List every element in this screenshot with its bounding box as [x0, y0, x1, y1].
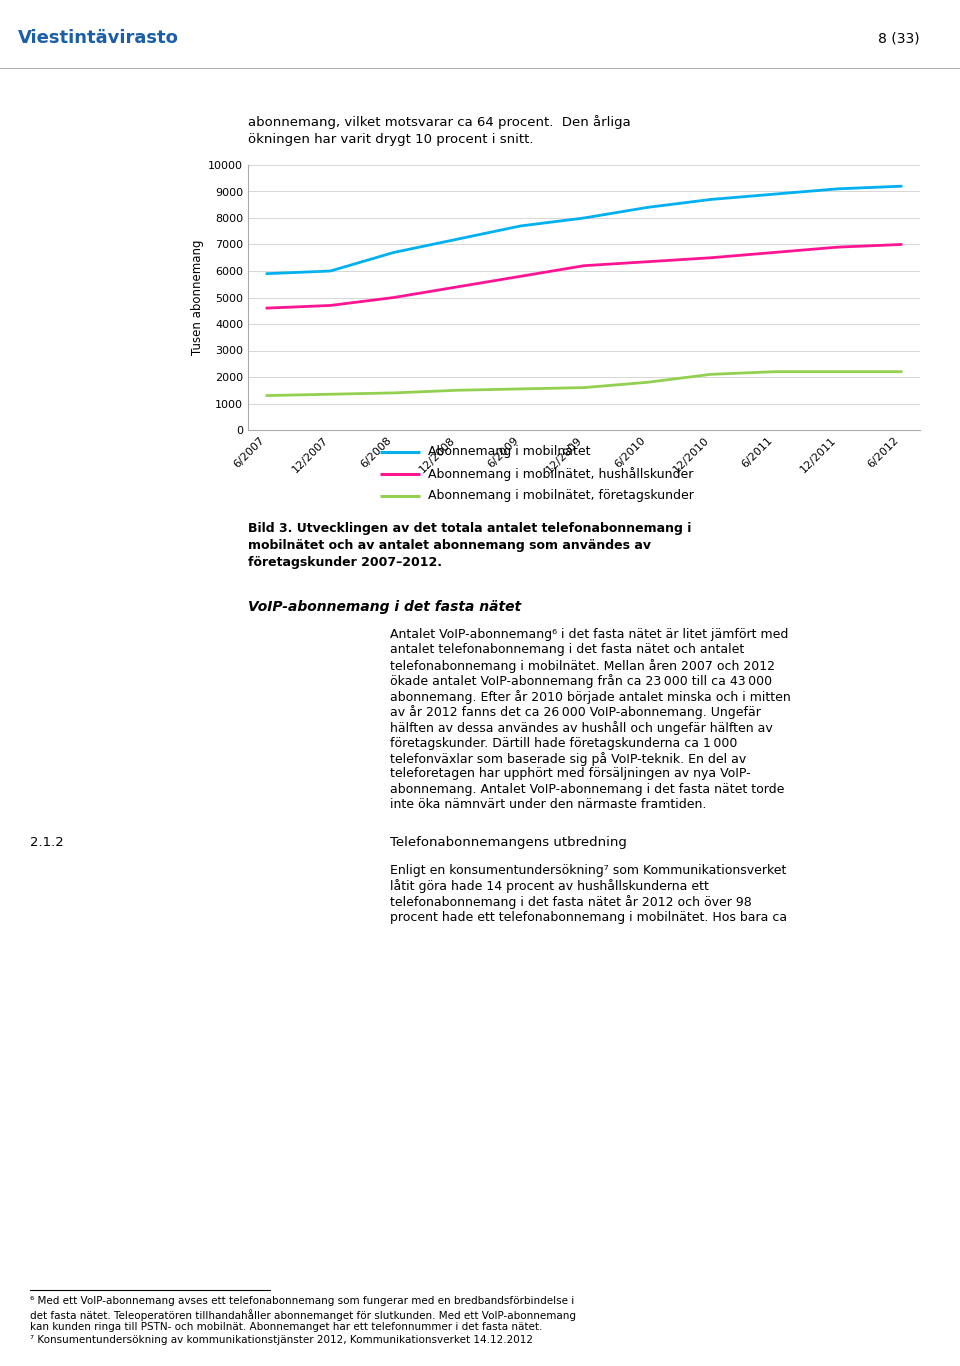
Text: företagskunder 2007–2012.: företagskunder 2007–2012.: [248, 556, 442, 570]
Text: telefonabonnemang i mobilnätet. Mellan åren 2007 och 2012: telefonabonnemang i mobilnätet. Mellan å…: [390, 658, 775, 673]
Text: Abonnemang i mobilnätet: Abonnemang i mobilnätet: [428, 445, 590, 459]
Text: kan kunden ringa till PSTN- och mobilnät. Abonnemanget har ett telefonnummer i d: kan kunden ringa till PSTN- och mobilnät…: [30, 1322, 542, 1332]
Text: Bild 3. Utvecklingen av det totala antalet telefonabonnemang i: Bild 3. Utvecklingen av det totala antal…: [248, 522, 691, 535]
Text: telefonväxlar som baserade sig på VoIP-teknik. En del av: telefonväxlar som baserade sig på VoIP-t…: [390, 753, 746, 766]
Text: det fasta nätet. Teleoperatören tillhandahåller abonnemanget för slutkunden. Med: det fasta nätet. Teleoperatören tillhand…: [30, 1309, 576, 1321]
Text: mobilnätet och av antalet abonnemang som användes av: mobilnätet och av antalet abonnemang som…: [248, 540, 651, 552]
Text: antalet telefonabonnemang i det fasta nätet och antalet: antalet telefonabonnemang i det fasta nä…: [390, 643, 744, 657]
Text: teleforetagen har upphört med försäljningen av nya VoIP-: teleforetagen har upphört med försäljnin…: [390, 768, 751, 780]
Text: ⁷ Konsumentundersökning av kommunikationstjänster 2012, Kommunikationsverket 14.: ⁷ Konsumentundersökning av kommunikation…: [30, 1335, 533, 1346]
Text: 8 (33): 8 (33): [878, 31, 920, 45]
Text: ökade antalet VoIP-abonnemang från ca 23 000 till ca 43 000: ökade antalet VoIP-abonnemang från ca 23…: [390, 675, 772, 688]
Text: Antalet VoIP-abonnemang⁶ i det fasta nätet är litet jämfört med: Antalet VoIP-abonnemang⁶ i det fasta nät…: [390, 628, 788, 641]
Text: Abonnemang i mobilnätet, företagskunder: Abonnemang i mobilnätet, företagskunder: [428, 489, 694, 503]
Text: företagskunder. Därtill hade företagskunderna ca 1 000: företagskunder. Därtill hade företagskun…: [390, 736, 737, 750]
Text: Abonnemang i mobilnätet, hushållskunder: Abonnemang i mobilnätet, hushållskunder: [428, 467, 693, 481]
Text: 2.1.2: 2.1.2: [30, 836, 63, 850]
Text: hälften av dessa användes av hushåll och ungefär hälften av: hälften av dessa användes av hushåll och…: [390, 721, 773, 735]
Text: telefonabonnemang i det fasta nätet år 2012 och över 98: telefonabonnemang i det fasta nätet år 2…: [390, 895, 752, 908]
Text: VoIP-abonnemang i det fasta nätet: VoIP-abonnemang i det fasta nätet: [248, 600, 521, 613]
Text: procent hade ett telefonabonnemang i mobilnätet. Hos bara ca: procent hade ett telefonabonnemang i mob…: [390, 911, 787, 923]
Text: Viestintävirasto: Viestintävirasto: [18, 29, 179, 46]
Text: Enligt en konsumentundersökning⁷ som Kommunikationsverket: Enligt en konsumentundersökning⁷ som Kom…: [390, 865, 786, 877]
Text: ökningen har varit drygt 10 procent i snitt.: ökningen har varit drygt 10 procent i sn…: [248, 133, 534, 146]
Text: abonnemang, vilket motsvarar ca 64 procent.  Den årliga: abonnemang, vilket motsvarar ca 64 proce…: [248, 115, 631, 128]
Text: låtit göra hade 14 procent av hushållskunderna ett: låtit göra hade 14 procent av hushållsku…: [390, 880, 708, 893]
Text: Telefonabonnemangens utbredning: Telefonabonnemangens utbredning: [390, 836, 627, 850]
Text: ⁶ Med ett VoIP-abonnemang avses ett telefonabonnemang som fungerar med en bredba: ⁶ Med ett VoIP-abonnemang avses ett tele…: [30, 1296, 574, 1306]
Y-axis label: Tusen abonnemang: Tusen abonnemang: [191, 240, 204, 355]
Text: av år 2012 fanns det ca 26 000 VoIP-abonnemang. Ungefär: av år 2012 fanns det ca 26 000 VoIP-abon…: [390, 705, 761, 720]
Text: abonnemang. Antalet VoIP-abonnemang i det fasta nätet torde: abonnemang. Antalet VoIP-abonnemang i de…: [390, 783, 784, 796]
Text: inte öka nämnvärt under den närmaste framtiden.: inte öka nämnvärt under den närmaste fra…: [390, 799, 707, 811]
Text: abonnemang. Efter år 2010 började antalet minska och i mitten: abonnemang. Efter år 2010 började antale…: [390, 690, 791, 703]
